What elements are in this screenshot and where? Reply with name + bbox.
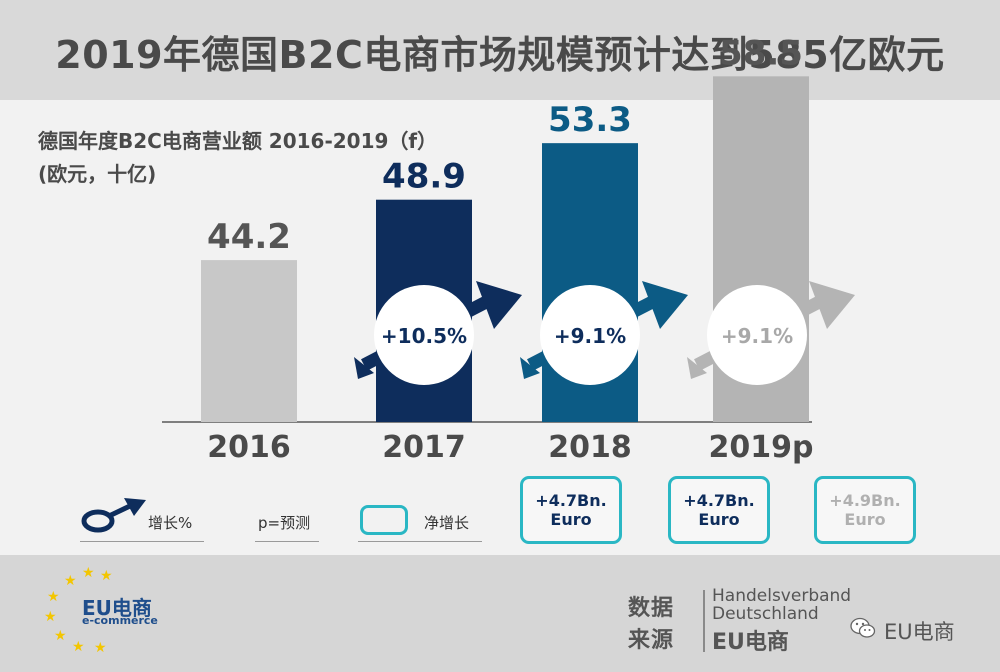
legend-net: 净增长	[424, 512, 469, 533]
bar	[201, 260, 297, 422]
net-growth-box: +4.7Bn. Euro	[668, 476, 770, 544]
source-divider	[703, 590, 705, 652]
legend-divider	[255, 541, 319, 542]
star-icon: ★	[44, 610, 57, 624]
legend-divider	[80, 541, 204, 542]
source-org-line3: EU电商	[712, 624, 789, 656]
star-icon: ★	[72, 640, 85, 654]
net-growth-box: +4.9Bn. Euro	[814, 476, 916, 544]
star-icon: ★	[47, 590, 60, 604]
category-label: 2019p	[709, 430, 814, 465]
growth-label: +10.5%	[381, 324, 467, 348]
growth-label: +9.1%	[554, 324, 626, 348]
star-icon: ★	[94, 641, 107, 655]
net-growth-swatch	[360, 505, 408, 535]
star-icon: ★	[82, 566, 95, 580]
category-label: 2016	[207, 430, 291, 465]
source-org-line1: Handelsverband	[712, 586, 851, 606]
source-org-line2: Deutschland	[712, 604, 819, 624]
logo-tagline: e-commerce	[82, 614, 158, 627]
category-label: 2018	[548, 430, 632, 465]
legend-forecast: p=预测	[258, 512, 310, 533]
value-label: 48.9	[382, 157, 466, 197]
star-icon: ★	[64, 574, 77, 588]
net-growth-box: +4.7Bn. Euro	[520, 476, 622, 544]
star-icon: ★	[100, 569, 113, 583]
star-icon: ★	[54, 629, 67, 643]
net-growth-value: +4.9Bn. Euro	[829, 491, 900, 529]
value-label: 53.3	[548, 100, 632, 140]
net-growth-value: +4.7Bn. Euro	[683, 491, 754, 529]
net-growth-value: +4.7Bn. Euro	[535, 491, 606, 529]
category-label: 2017	[382, 430, 466, 465]
growth-label: +9.1%	[721, 324, 793, 348]
source-label-line1: 数据	[628, 590, 674, 622]
legend-divider	[358, 541, 482, 542]
chart: 44.2 2016 48.9 2017 53.3 2018 58.5 2019p +10.5% +…	[0, 0, 1000, 555]
value-label: 44.2	[207, 217, 291, 257]
growth-arrow-icon	[76, 496, 154, 538]
source-label-line2: 来源	[628, 622, 674, 654]
wechat-icon	[850, 617, 876, 639]
value-label: 58.5	[719, 33, 803, 73]
watermark: EU电商	[884, 616, 955, 646]
legend-growth: 增长%	[148, 512, 192, 533]
